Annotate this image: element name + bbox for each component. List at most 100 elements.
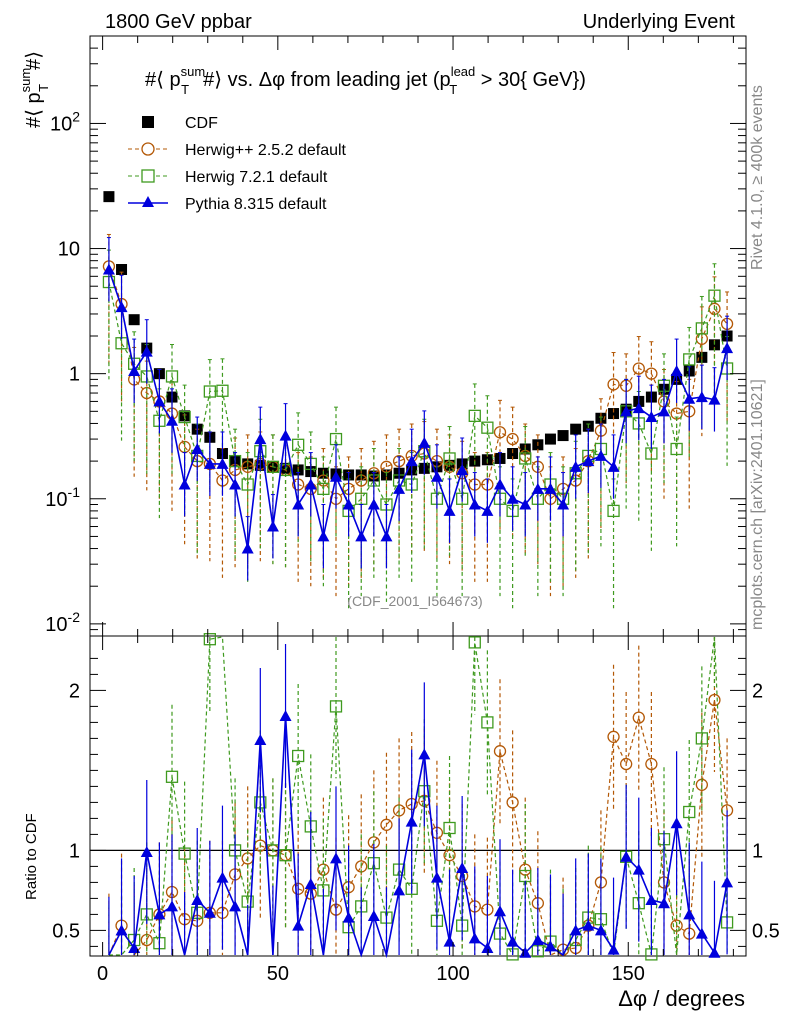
herwigpp-point bbox=[645, 367, 658, 380]
herwigpp-ratio-point bbox=[506, 796, 519, 809]
herwig7-point bbox=[708, 289, 721, 302]
y-axis-label: #⟨ psum T#⟩ bbox=[18, 51, 51, 128]
pythia-ratio-point bbox=[128, 942, 141, 953]
x-tick-label: 150 bbox=[612, 963, 645, 985]
chart-title: #⟨ psum T #⟩ vs. Δφ from leading jet (plea… bbox=[145, 64, 586, 97]
pythia-point bbox=[721, 342, 734, 354]
pythia-ratio-point bbox=[544, 940, 557, 952]
pythia-point bbox=[683, 392, 696, 404]
legend-marker-pythia bbox=[142, 196, 154, 207]
pythia-point bbox=[506, 492, 519, 504]
pythia-ratio-point bbox=[203, 906, 216, 918]
pythia-point bbox=[695, 391, 708, 403]
cdf-point bbox=[557, 430, 569, 442]
pythia-ratio-point bbox=[330, 852, 342, 864]
pythia-point bbox=[153, 395, 166, 407]
pythia-point bbox=[519, 498, 532, 510]
y-tick-label: 10-1 bbox=[45, 484, 80, 511]
watermark: (CDF_2001_I564673) bbox=[347, 593, 482, 609]
pythia-point bbox=[594, 449, 607, 461]
pythia-series-line bbox=[108, 269, 728, 549]
pythia-point bbox=[317, 530, 330, 542]
pythia-ratio-point bbox=[456, 862, 469, 873]
herwig7-ratio-point bbox=[695, 732, 708, 745]
header-right: Underlying Event bbox=[583, 11, 736, 33]
pythia-ratio-point bbox=[721, 876, 734, 888]
pythia-point bbox=[405, 455, 418, 467]
legend-marker-cdf bbox=[142, 116, 154, 128]
y-tick-label: 10-2 bbox=[45, 609, 80, 636]
herwigpp-point bbox=[632, 362, 645, 375]
cdf-point bbox=[708, 339, 720, 351]
pythia-ratio-point bbox=[405, 815, 418, 827]
pythia-ratio-point bbox=[582, 919, 595, 931]
herwig7-point bbox=[292, 438, 305, 451]
pythia-ratio-point bbox=[481, 942, 494, 953]
pythia-point bbox=[658, 405, 670, 417]
pythia-point bbox=[557, 498, 570, 510]
pythia-point bbox=[670, 365, 683, 377]
herwig7-ratio-point bbox=[683, 805, 696, 819]
ratio-tick-label: 2 bbox=[69, 680, 80, 702]
herwig7-point bbox=[443, 452, 456, 465]
pythia-ratio-point bbox=[153, 908, 166, 920]
pythia-point bbox=[569, 460, 582, 472]
herwig7-point bbox=[468, 409, 481, 423]
pythia-point bbox=[241, 542, 254, 554]
pythia-ratio-point bbox=[430, 871, 443, 883]
cdf-point bbox=[507, 448, 519, 460]
rivet-version-label: Rivet 4.1.0, ≥ 400k events bbox=[749, 85, 766, 270]
pythia-point bbox=[166, 414, 178, 426]
herwigpp-ratio-point bbox=[632, 711, 645, 724]
pythia-ratio-point bbox=[191, 894, 204, 905]
pythia-ratio-point bbox=[229, 900, 242, 912]
pythia-point bbox=[292, 498, 305, 510]
ratio-tick-label-right: 0.5 bbox=[752, 920, 780, 942]
pythia-point bbox=[304, 478, 317, 490]
legend-marker-herwig7 bbox=[141, 169, 155, 183]
axes: 0 50 100 150 10-2 10-1 1 10 102 0.5 0.5 1 1 2 2 bbox=[45, 36, 780, 985]
herwig7-ratio-point bbox=[178, 847, 191, 860]
pythia-point bbox=[430, 470, 443, 482]
pythia-ratio-point bbox=[304, 878, 317, 889]
herwig7-ratio-point bbox=[468, 636, 481, 649]
legend-label-pythia: Pythia 8.315 default bbox=[185, 196, 327, 213]
pythia-point bbox=[468, 498, 481, 510]
ratio-plot-frame bbox=[89, 635, 747, 957]
cdf-point bbox=[116, 264, 128, 276]
pythia-ratio-point bbox=[670, 817, 683, 829]
y-tick-label: 1 bbox=[69, 364, 80, 386]
pythia-ratio-point bbox=[708, 946, 721, 958]
ratio-tick-label: 0.5 bbox=[52, 920, 80, 942]
pythia-point bbox=[140, 345, 153, 357]
pythia-point bbox=[645, 411, 658, 423]
legend-label-herwigpp: Herwig++ 2.5.2 default bbox=[185, 142, 347, 159]
pythia-point bbox=[531, 482, 544, 494]
pythia-ratio-point bbox=[292, 919, 305, 931]
pythia-point bbox=[216, 457, 229, 469]
herwig7-point bbox=[178, 410, 191, 424]
herwig7-point bbox=[670, 442, 683, 456]
pythia-point bbox=[481, 504, 494, 516]
pythia-ratio-point bbox=[468, 932, 481, 944]
herwig7-point bbox=[481, 421, 494, 434]
herwigpp-point bbox=[493, 426, 507, 439]
pythia-ratio-point bbox=[683, 908, 696, 920]
pythia-point bbox=[342, 498, 355, 510]
pythia-ratio-point bbox=[695, 927, 708, 939]
pythia-ratio-point bbox=[443, 935, 456, 947]
pythia-point bbox=[203, 457, 216, 469]
pythia-ratio-point bbox=[594, 924, 607, 936]
pythia-point bbox=[544, 482, 557, 494]
pythia-point bbox=[102, 263, 115, 275]
pythia-point bbox=[266, 520, 279, 532]
herwig7-point bbox=[216, 384, 229, 397]
ratio-y-axis-label: Ratio to CDF bbox=[23, 813, 40, 900]
pythia-ratio-point bbox=[494, 905, 506, 917]
x-tick-label: 100 bbox=[436, 963, 469, 985]
mcplots-label: mcplots.cern.ch [arXiv:2401.10621] bbox=[749, 379, 766, 630]
legend-label-herwig7: Herwig 7.2.1 default bbox=[185, 169, 328, 186]
pythia-ratio-point bbox=[367, 910, 380, 921]
pythia-ratio-point bbox=[418, 748, 431, 760]
